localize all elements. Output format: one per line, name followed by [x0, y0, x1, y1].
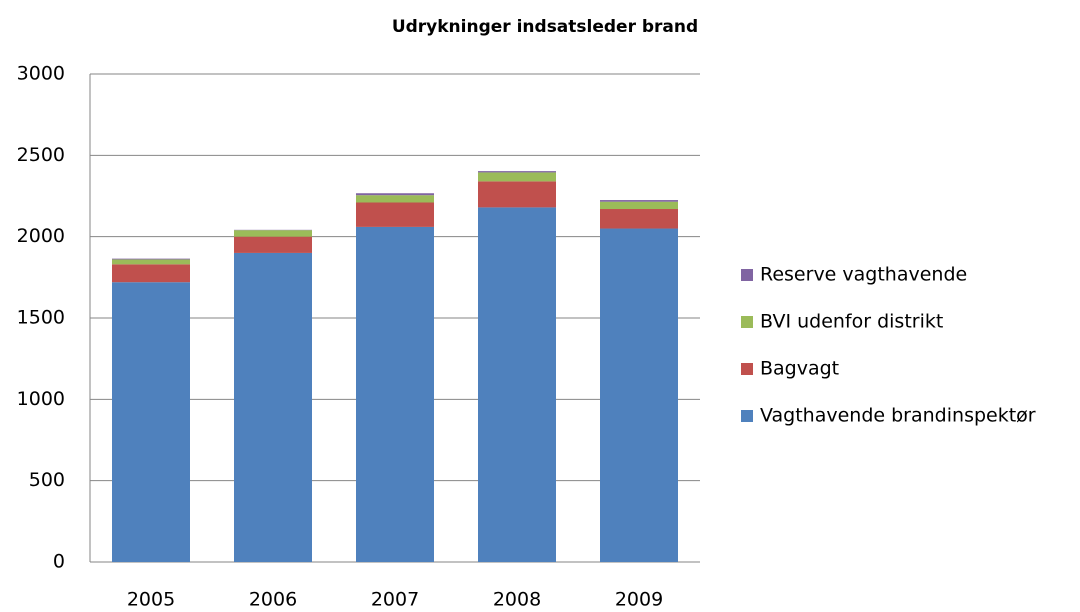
- bar-segment: [478, 172, 556, 182]
- legend-label: Bagvagt: [760, 358, 839, 380]
- x-tick-label: 2007: [371, 589, 419, 611]
- bar-segment: [600, 200, 678, 202]
- bar-segment: [600, 209, 678, 229]
- bar-segment: [234, 230, 312, 237]
- bar-segment: [112, 258, 190, 260]
- y-tick-label: 2000: [17, 225, 65, 247]
- bar-segment: [112, 264, 190, 283]
- bar-segment: [356, 202, 434, 227]
- bar-segment: [478, 171, 556, 173]
- bar-segment: [234, 236, 312, 253]
- y-tick-label: 2500: [17, 144, 65, 166]
- bar-segment: [600, 201, 678, 210]
- legend-swatch: [741, 363, 753, 375]
- bar-segment: [234, 252, 312, 562]
- x-tick-label: 2006: [249, 589, 297, 611]
- bar-segment: [112, 259, 190, 265]
- chart-title: Udrykninger indsatsleder brand: [392, 17, 698, 37]
- bar-segment: [478, 207, 556, 563]
- legend-swatch: [741, 316, 753, 328]
- bar-segment: [356, 195, 434, 203]
- bar-segment: [112, 282, 190, 562]
- legend-label: Vagthavende brandinspektør: [760, 405, 1036, 427]
- legend-label: Reserve vagthavende: [760, 264, 967, 286]
- legend-swatch: [741, 410, 753, 422]
- y-tick-label: 500: [29, 469, 65, 491]
- bar-segment: [356, 193, 434, 196]
- x-tick-label: 2008: [493, 589, 541, 611]
- legend-swatch: [741, 269, 753, 281]
- y-tick-label: 3000: [17, 63, 65, 85]
- y-tick-label: 1500: [17, 307, 65, 329]
- x-tick-label: 2009: [615, 589, 663, 611]
- y-tick-label: 0: [53, 551, 65, 573]
- bar-segment: [356, 226, 434, 562]
- x-tick-label: 2005: [127, 589, 175, 611]
- bar-segment: [600, 228, 678, 563]
- y-tick-label: 1000: [17, 388, 65, 410]
- legend-label: BVI udenfor distrikt: [760, 311, 943, 333]
- bar-segment: [478, 181, 556, 208]
